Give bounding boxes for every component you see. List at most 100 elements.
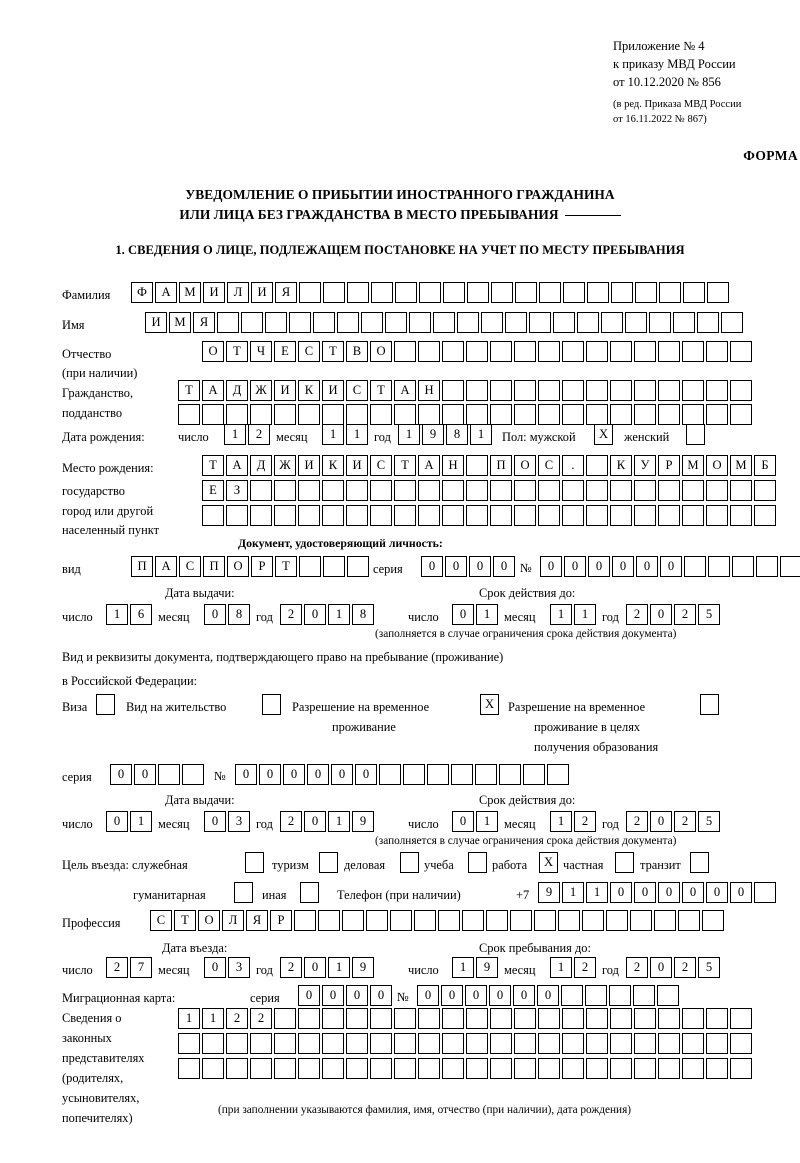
char-cell[interactable]: П [131,556,153,577]
char-cell[interactable]: Р [658,455,680,476]
char-cell[interactable] [322,480,344,501]
char-cell[interactable]: 0 [441,985,463,1006]
char-cell[interactable] [318,910,340,931]
char-cell[interactable]: О [514,455,536,476]
char-cell[interactable]: 2 [574,811,596,832]
char-cell[interactable] [649,312,671,333]
char-cell[interactable]: 0 [331,764,353,785]
char-cell[interactable]: С [150,910,172,931]
char-cell[interactable] [553,312,575,333]
char-cell[interactable]: И [298,455,320,476]
char-cell[interactable]: 0 [322,985,344,1006]
char-cell[interactable]: К [298,380,320,401]
purpose-study-checkbox[interactable] [468,852,487,873]
char-cell[interactable] [697,312,719,333]
char-cell[interactable]: О [198,910,220,931]
char-cell[interactable]: 2 [280,604,302,625]
char-cell[interactable]: 1 [202,1008,224,1029]
char-cell[interactable] [634,1058,656,1079]
char-cell[interactable]: 0 [682,882,704,903]
char-cell[interactable]: 0 [660,556,682,577]
char-cell[interactable]: 0 [540,556,562,577]
purpose-transit-checkbox[interactable] [690,852,709,873]
char-cell[interactable] [730,341,752,362]
char-cell[interactable]: 0 [452,604,474,625]
char-cell[interactable] [241,312,263,333]
char-cell[interactable] [486,910,508,931]
char-cell[interactable] [394,404,416,425]
char-cell[interactable] [658,341,680,362]
char-cell[interactable] [274,404,296,425]
char-cell[interactable] [547,764,569,785]
char-cell[interactable] [538,480,560,501]
char-cell[interactable] [289,312,311,333]
char-cell[interactable] [658,1058,680,1079]
char-cell[interactable]: 0 [730,882,752,903]
char-cell[interactable] [418,404,440,425]
char-cell[interactable]: 1 [328,604,350,625]
char-cell[interactable] [178,1058,200,1079]
char-cell[interactable] [586,455,608,476]
citizenship-input-grid-row-2[interactable] [178,404,752,425]
char-cell[interactable]: 1 [346,424,368,445]
char-cell[interactable]: 0 [304,811,326,832]
char-cell[interactable]: Ф [131,282,153,303]
char-cell[interactable]: М [179,282,201,303]
char-cell[interactable] [346,480,368,501]
char-cell[interactable] [634,1008,656,1029]
char-cell[interactable] [274,505,296,526]
char-cell[interactable]: 7 [130,957,152,978]
char-cell[interactable] [514,1033,536,1054]
char-cell[interactable]: Р [270,910,292,931]
char-cell[interactable] [490,1058,512,1079]
char-cell[interactable] [442,1008,464,1029]
char-cell[interactable]: С [370,455,392,476]
char-cell[interactable] [202,1033,224,1054]
char-cell[interactable] [586,505,608,526]
char-cell[interactable] [586,1058,608,1079]
char-cell[interactable]: Т [174,910,196,931]
char-cell[interactable] [678,910,700,931]
char-cell[interactable] [538,341,560,362]
char-cell[interactable]: 9 [352,811,374,832]
char-cell[interactable]: П [490,455,512,476]
char-cell[interactable] [337,312,359,333]
char-cell[interactable] [684,556,706,577]
char-cell[interactable]: 1 [106,604,128,625]
char-cell[interactable] [538,1033,560,1054]
char-cell[interactable]: 5 [698,811,720,832]
char-cell[interactable]: 2 [574,957,596,978]
char-cell[interactable] [534,910,556,931]
char-cell[interactable] [730,1008,752,1029]
char-cell[interactable]: 0 [650,811,672,832]
char-cell[interactable] [414,910,436,931]
char-cell[interactable] [586,404,608,425]
char-cell[interactable]: 1 [476,604,498,625]
char-cell[interactable]: 2 [250,1008,272,1029]
char-cell[interactable]: К [610,455,632,476]
purpose-humanitarian-checkbox[interactable] [234,882,253,903]
char-cell[interactable] [658,505,680,526]
char-cell[interactable] [322,1058,344,1079]
char-cell[interactable] [706,1033,728,1054]
char-cell[interactable] [418,1033,440,1054]
char-cell[interactable]: М [682,455,704,476]
char-cell[interactable] [754,882,776,903]
char-cell[interactable] [361,312,383,333]
char-cell[interactable] [202,505,224,526]
char-cell[interactable]: Я [246,910,268,931]
char-cell[interactable]: Д [250,455,272,476]
char-cell[interactable]: . [562,455,584,476]
char-cell[interactable] [379,764,401,785]
